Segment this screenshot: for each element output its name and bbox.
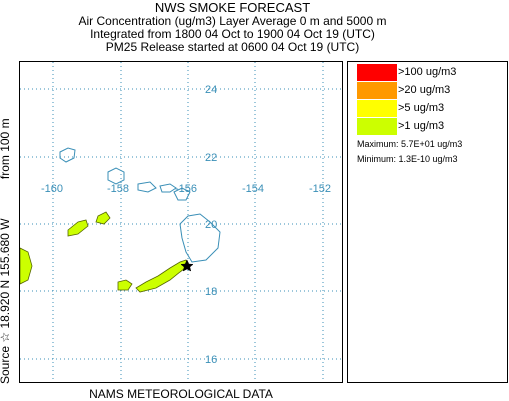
coast-oahu: [137, 181, 157, 193]
release-time: PM25 Release started at 0600 04 Oct 19 (…: [105, 40, 360, 54]
legend-swatch: [357, 118, 397, 135]
source-location-label: Source ☆ 18.920 N 155.680 W from 100 m: [0, 54, 12, 384]
latitude-labels: 24 22 20 18 16: [205, 84, 217, 366]
plume-kahoolawe: [117, 279, 133, 291]
legend-item: >20 ug/m3: [357, 82, 487, 99]
plume-west: [20, 247, 33, 285]
maximum-value: Maximum: 5.7E+01 ug/m3: [357, 139, 463, 149]
concentration-legend: >100 ug/m3 >20 ug/m3 >5 ug/m3 >1 ug/m3 M…: [347, 61, 508, 383]
legend-swatch: [357, 64, 397, 81]
map-canvas: -160 -158 -156 -154 -152 24 22 20 18 16: [20, 62, 342, 382]
lon-label: -156: [175, 183, 197, 195]
plume-channel: [135, 259, 189, 293]
legend-label: >5 ug/m3: [398, 102, 445, 114]
plume-oahu: [67, 219, 89, 237]
star-icon: [180, 259, 194, 272]
legend-label: >100 ug/m3: [398, 66, 457, 78]
legend-swatch: [357, 82, 397, 99]
integration-period: Integrated from 1800 04 Oct to 1900 04 O…: [90, 27, 375, 41]
legend-label: >20 ug/m3: [398, 84, 451, 96]
longitude-labels: -160 -158 -156 -154 -152: [41, 183, 331, 195]
coast-kauai: [107, 167, 125, 185]
release-height: from 100 m: [0, 118, 12, 180]
legend-item: >100 ug/m3: [357, 64, 487, 81]
lon-label: -158: [107, 183, 129, 195]
lat-label: 18: [205, 286, 217, 298]
coast-niihau: [59, 147, 76, 163]
lat-label: 22: [205, 152, 217, 164]
concentration-subtitle: Air Concentration (ug/m3) Layer Average …: [78, 14, 387, 28]
lat-label: 16: [205, 354, 217, 366]
coastlines: [59, 147, 221, 263]
legend-item: >1 ug/m3: [357, 118, 487, 135]
meteorological-data-label: NAMS METEOROLOGICAL DATA: [89, 387, 273, 401]
smoke-plumes: [20, 211, 189, 293]
lat-label: 24: [205, 84, 217, 96]
coast-big-island: [179, 213, 221, 263]
lon-label: -154: [242, 183, 264, 195]
graticule: [20, 62, 342, 382]
plume-kauai: [95, 211, 111, 225]
lon-label: -160: [41, 183, 63, 195]
lon-label: -152: [309, 183, 331, 195]
source-coordinates: Source ☆ 18.920 N 155.680 W: [0, 218, 12, 384]
legend-item: >5 ug/m3: [357, 100, 487, 117]
forecast-title: NWS SMOKE FORECAST: [154, 0, 311, 15]
smoke-map: -160 -158 -156 -154 -152 24 22 20 18 16: [19, 61, 343, 383]
legend-label: >1 ug/m3: [398, 120, 445, 132]
coast-maui: [173, 187, 191, 201]
minimum-value: Minimum: 1.3E-10 ug/m3: [357, 154, 458, 164]
coast-molokai: [159, 183, 177, 193]
lat-label: 20: [205, 219, 217, 231]
legend-swatch: [357, 100, 397, 117]
